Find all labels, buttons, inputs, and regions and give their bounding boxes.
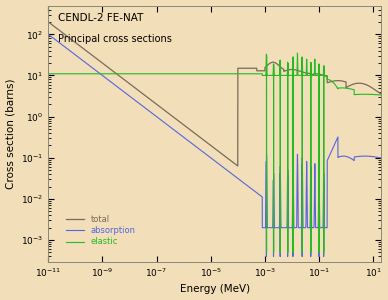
absorption bbox=[46, 32, 50, 36]
absorption bbox=[258, 193, 262, 197]
total bbox=[293, 68, 298, 72]
total bbox=[63, 33, 68, 37]
elastic bbox=[63, 72, 68, 76]
elastic bbox=[264, 251, 269, 254]
total bbox=[166, 112, 171, 116]
Line: total: total bbox=[48, 22, 381, 166]
absorption bbox=[264, 255, 268, 258]
total bbox=[243, 66, 248, 70]
elastic bbox=[243, 72, 248, 76]
elastic bbox=[258, 72, 262, 76]
elastic bbox=[311, 74, 315, 77]
elastic bbox=[295, 51, 300, 55]
elastic bbox=[293, 74, 298, 77]
Legend: total, absorption, elastic: total, absorption, elastic bbox=[62, 212, 139, 250]
absorption bbox=[166, 124, 171, 128]
Line: absorption: absorption bbox=[48, 34, 381, 256]
Text: CENDL-2 FE-NAT: CENDL-2 FE-NAT bbox=[58, 13, 144, 23]
absorption bbox=[63, 45, 68, 49]
X-axis label: Energy (MeV): Energy (MeV) bbox=[180, 284, 250, 294]
total bbox=[46, 20, 50, 24]
Line: elastic: elastic bbox=[48, 53, 381, 253]
Text: Principal cross sections: Principal cross sections bbox=[58, 34, 172, 44]
total bbox=[311, 73, 315, 76]
total bbox=[258, 69, 262, 73]
elastic bbox=[379, 93, 384, 97]
elastic bbox=[46, 72, 50, 76]
Y-axis label: Cross section (barns): Cross section (barns) bbox=[5, 78, 16, 189]
absorption bbox=[379, 156, 384, 160]
absorption bbox=[243, 182, 248, 186]
total bbox=[236, 164, 240, 168]
absorption bbox=[293, 226, 298, 230]
absorption bbox=[311, 226, 315, 230]
total bbox=[379, 92, 384, 96]
elastic bbox=[166, 72, 171, 76]
